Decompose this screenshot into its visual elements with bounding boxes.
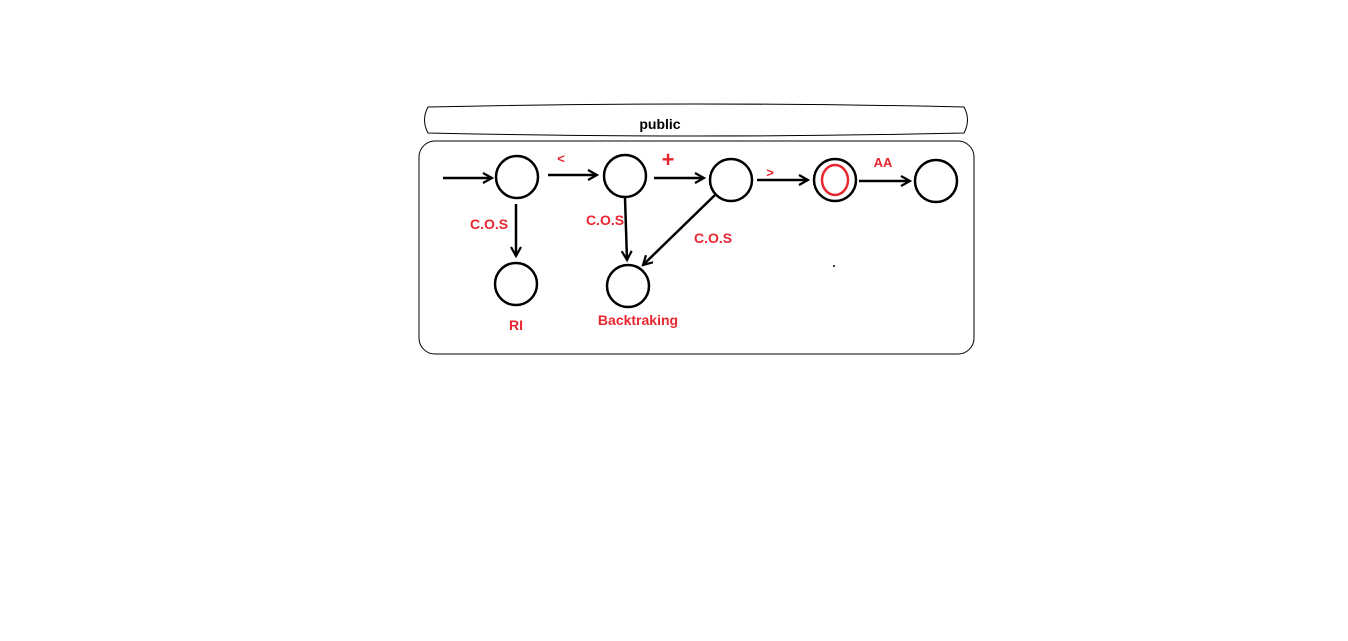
diagram-frame [418, 140, 975, 355]
edge-label-aa: AA [874, 155, 893, 170]
state-4-accept-ring [820, 163, 850, 197]
state-label-backtracking: Backtraking [598, 312, 678, 328]
stray-dot [833, 265, 835, 267]
state-5 [913, 158, 959, 204]
edge-label-cos-3: C.O.S [694, 230, 732, 246]
state-3 [708, 157, 754, 203]
edge-2-backtracking [625, 197, 627, 260]
edge-label-cos-2: C.O.S [586, 212, 624, 228]
state-1 [494, 154, 540, 200]
edge-label-plus: + [662, 147, 675, 172]
edge-3-backtracking [643, 194, 716, 265]
state-label-ri: RI [509, 317, 523, 333]
state-ri [493, 261, 539, 307]
edge-label-greater-than: > [766, 165, 774, 180]
header-bar [424, 103, 968, 137]
header-title: public [639, 116, 680, 132]
edge-label-cos-1: C.O.S [470, 216, 508, 232]
edge-label-less-than: < [557, 151, 565, 166]
state-backtracking [605, 263, 651, 309]
state-2 [602, 153, 648, 199]
